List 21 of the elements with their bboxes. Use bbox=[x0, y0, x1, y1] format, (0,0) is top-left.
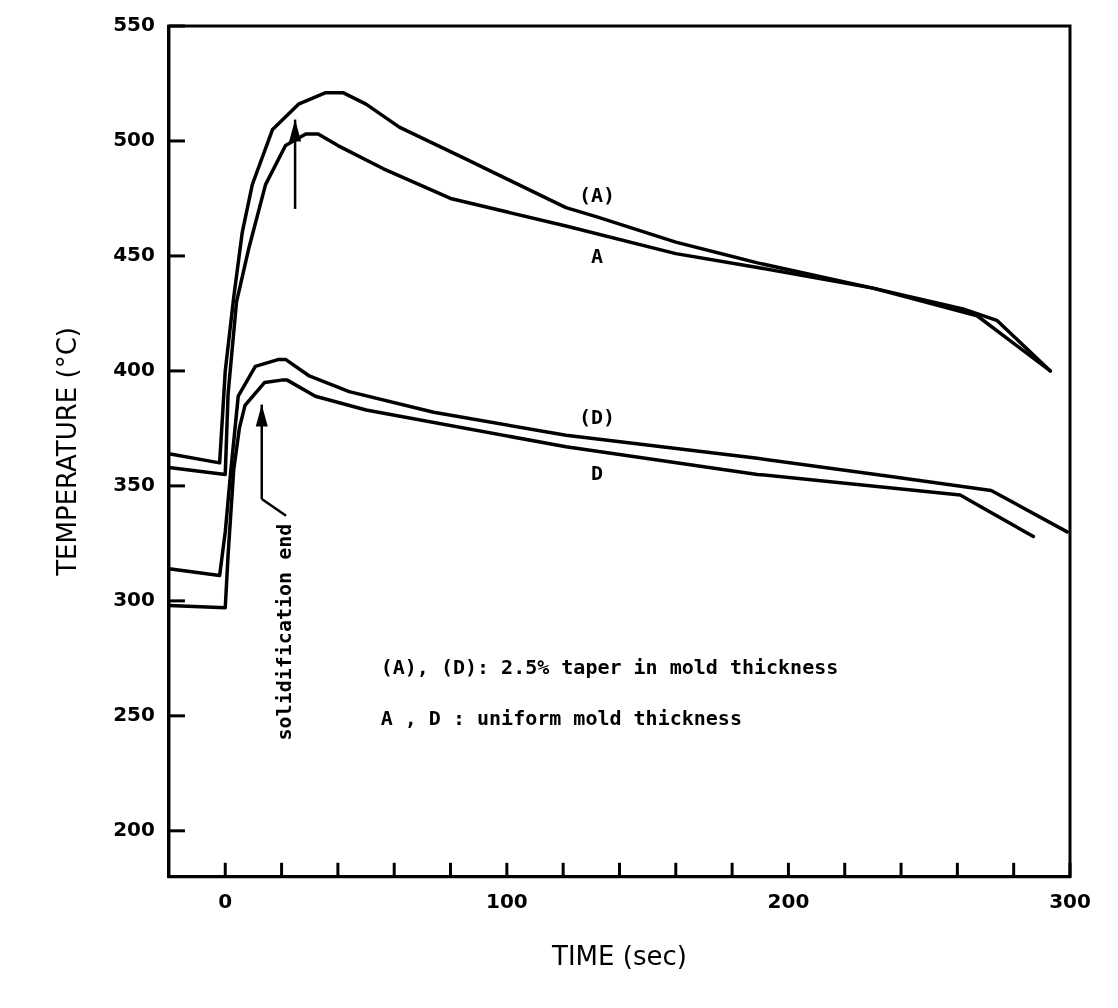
y-tick-label: 250 bbox=[113, 702, 155, 727]
x-tick-label: 0 bbox=[218, 889, 233, 913]
series-label: D bbox=[590, 461, 603, 486]
y-tick-label: 200 bbox=[113, 817, 155, 842]
annotation: solidification end bbox=[272, 523, 297, 741]
annotation: (A), (D): 2.5% taper in mold thickness bbox=[380, 654, 839, 679]
x-tick-label: 200 bbox=[767, 889, 810, 913]
y-tick-label: 500 bbox=[113, 127, 155, 152]
x-axis-title: TIME (sec) bbox=[551, 941, 687, 972]
x-tick-label: 300 bbox=[1049, 889, 1091, 913]
series-label: (D) bbox=[578, 405, 616, 430]
y-tick-label: 300 bbox=[113, 587, 155, 612]
y-tick-label: 400 bbox=[113, 357, 155, 382]
y-axis-title: TEMPERATURE (°C) bbox=[52, 327, 83, 577]
y-tick-label: 450 bbox=[113, 242, 155, 267]
y-tick-label: 350 bbox=[113, 472, 155, 497]
series-label: A bbox=[590, 244, 603, 269]
y-tick-label: 550 bbox=[113, 12, 155, 37]
x-tick-label: 100 bbox=[485, 889, 528, 913]
series-label: (A) bbox=[578, 183, 616, 208]
annotation: A , D : uniform mold thickness bbox=[380, 705, 742, 730]
